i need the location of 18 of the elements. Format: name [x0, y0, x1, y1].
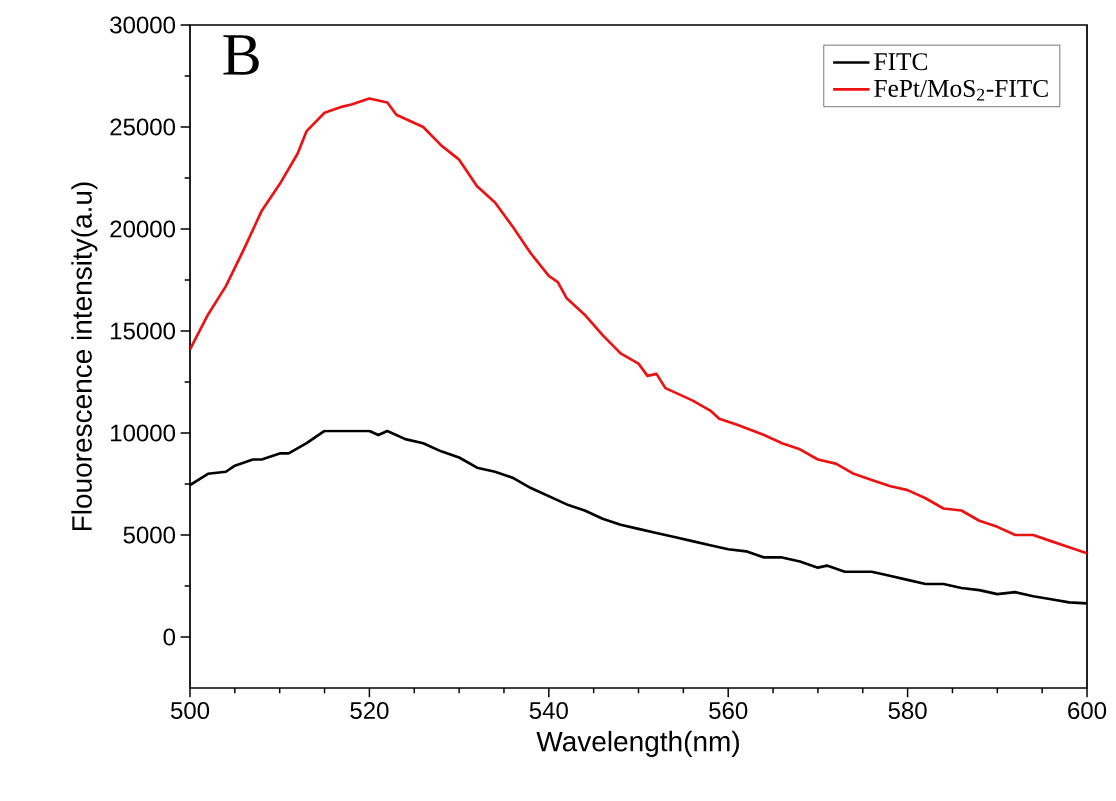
legend-label: FePt/MoS$_{2}$-FITC — [874, 79, 1048, 101]
x-tick-label: 580 — [888, 702, 927, 720]
x-axis-title: Wavelength(nm) — [536, 730, 739, 757]
legend-label: FITC — [874, 53, 928, 71]
x-tick-label: 520 — [350, 702, 389, 720]
y-tick-label: 10000 — [111, 424, 176, 442]
y-tick-label: 20000 — [110, 220, 176, 238]
y-axis-title: Flouorescence intensity(a.u) — [71, 182, 98, 531]
annotation: B — [223, 35, 259, 75]
x-tick-label: 540 — [529, 702, 568, 720]
y-tick-label: 5000 — [123, 526, 176, 544]
x-tick-label: 560 — [709, 702, 748, 720]
y-tick-label: 25000 — [110, 118, 176, 136]
y-tick-label: 0 — [163, 628, 176, 646]
x-tick-label: 500 — [170, 702, 210, 720]
y-tick-label: 30000 — [110, 16, 176, 34]
x-tick-label: 600 — [1068, 702, 1107, 720]
y-tick-label: 15000 — [111, 322, 176, 340]
